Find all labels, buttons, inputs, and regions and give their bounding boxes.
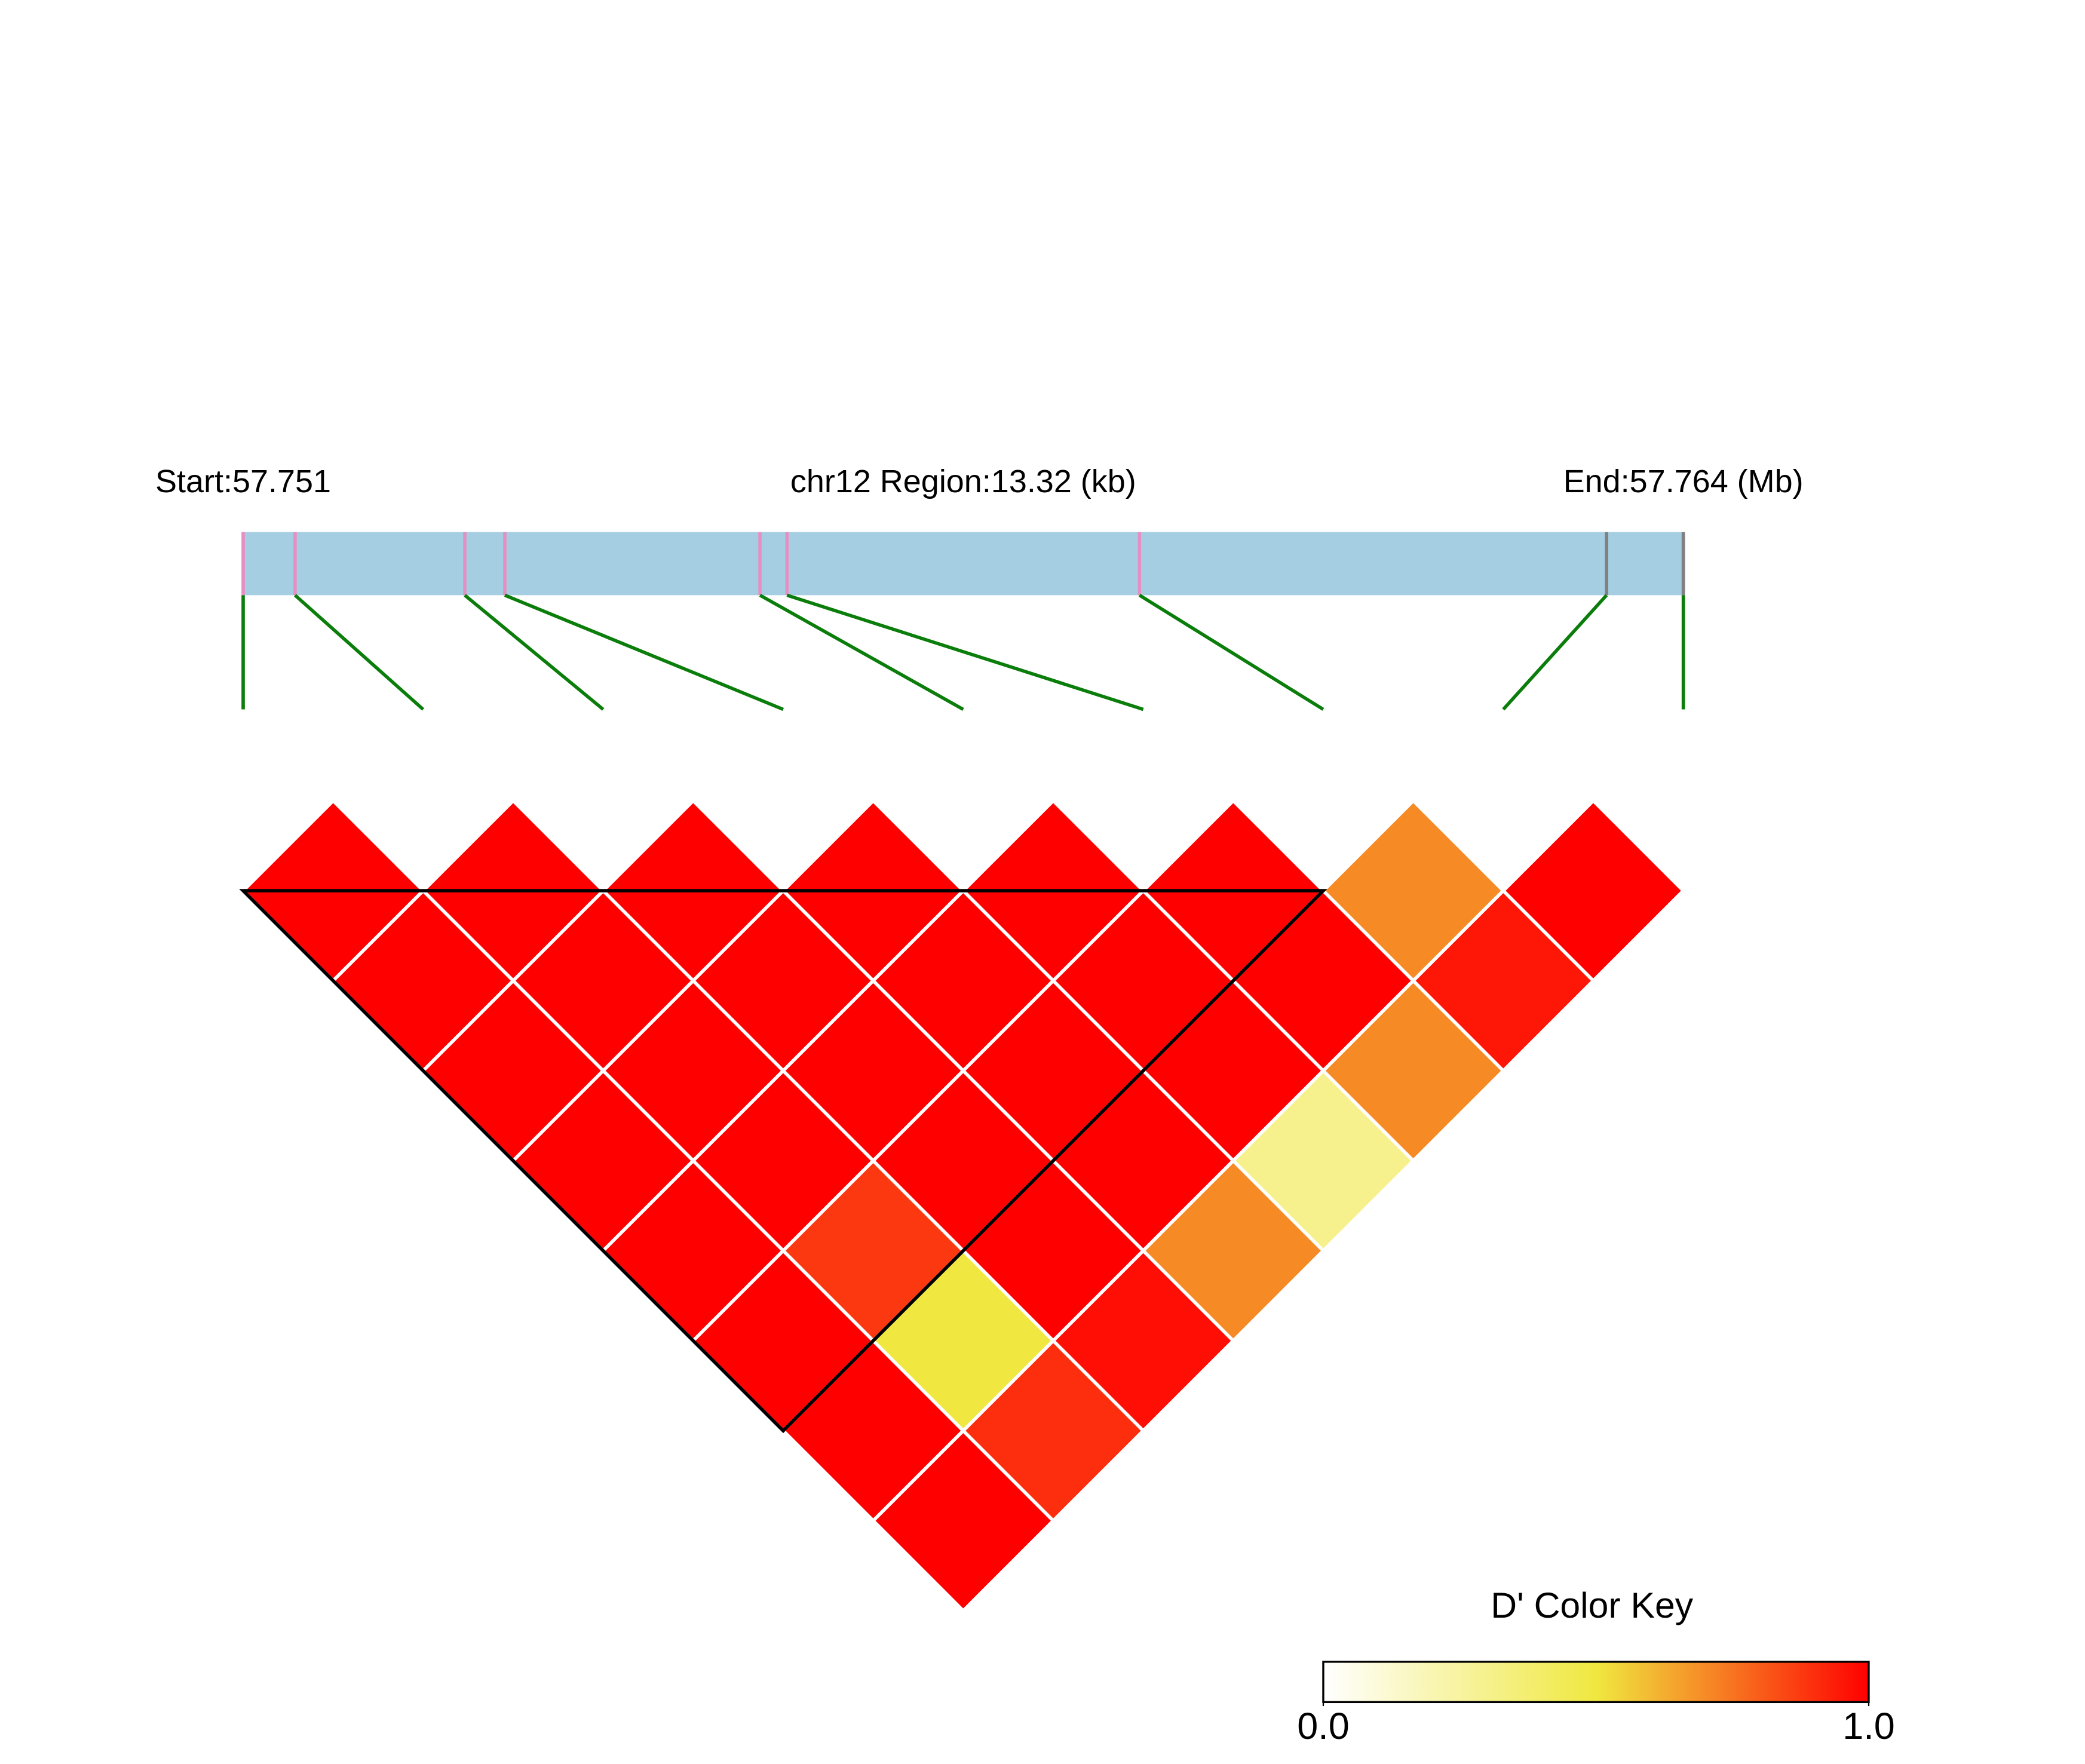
region-start: Start:57.751 <box>155 464 331 499</box>
colorbar-tick-label: 1.0 <box>1842 1705 1895 1747</box>
colorbar-tick-label: 0.0 <box>1297 1705 1350 1747</box>
region-bar <box>243 532 1684 596</box>
snp-connector <box>759 593 964 711</box>
snp-connector <box>504 593 784 711</box>
snp-connector <box>294 594 425 711</box>
snp-connector <box>1138 594 1324 711</box>
colorbar <box>1322 1661 1870 1704</box>
region-end: End:57.764 (Mb) <box>1563 464 1804 499</box>
snp-connector <box>464 594 605 711</box>
colorbar-title: D' Color Key <box>1491 1585 1693 1625</box>
snp-connector <box>1502 594 1608 711</box>
ld-block <box>239 889 1327 1434</box>
snp-connector <box>786 593 1144 711</box>
ld-cell <box>1501 798 1686 983</box>
region-label: chr12 Region:13.32 (kb) <box>790 464 1136 499</box>
